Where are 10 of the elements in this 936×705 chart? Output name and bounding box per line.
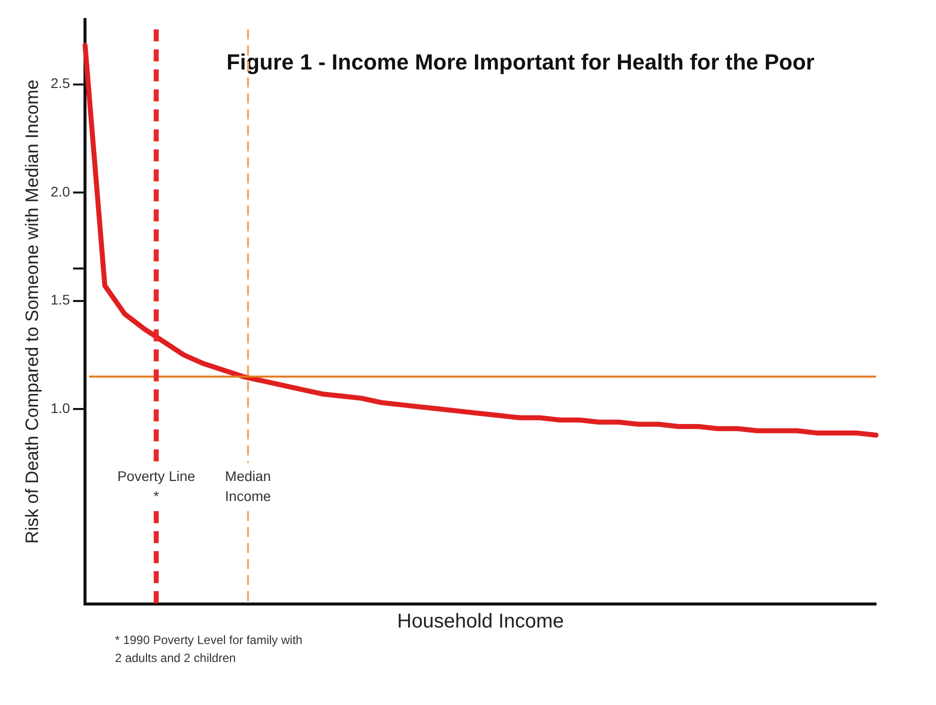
y-axis-title: Risk of Death Compared to Someone with Median Income xyxy=(22,80,42,544)
y-tick-label: 1.5 xyxy=(50,292,70,308)
y-tick-label: 2.5 xyxy=(50,75,70,92)
text: Figure 1 - Income More Important for Health for the Poor xyxy=(226,49,815,74)
text: * 1990 Poverty Level for family with 2 adults and 2 children xyxy=(115,633,302,665)
annotation: Median Income xyxy=(225,468,272,504)
annotation: Poverty Line * xyxy=(117,468,196,504)
y-tick-label: 2.0 xyxy=(50,183,70,200)
x-axis-title: Household Income xyxy=(397,610,564,633)
y-tick-label: 1.0 xyxy=(50,400,70,416)
